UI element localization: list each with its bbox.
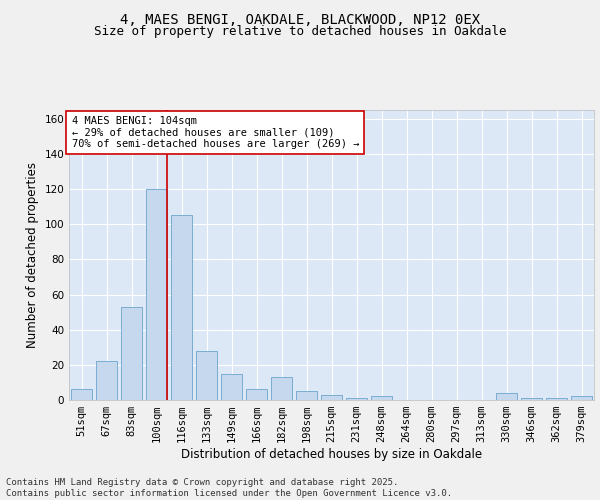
Y-axis label: Number of detached properties: Number of detached properties [26,162,39,348]
Bar [221,374,242,400]
Bar [121,307,142,400]
Bar [346,398,367,400]
Text: 4, MAES BENGI, OAKDALE, BLACKWOOD, NP12 0EX: 4, MAES BENGI, OAKDALE, BLACKWOOD, NP12 … [120,12,480,26]
Bar [171,216,192,400]
Text: Size of property relative to detached houses in Oakdale: Size of property relative to detached ho… [94,25,506,38]
X-axis label: Distribution of detached houses by size in Oakdale: Distribution of detached houses by size … [181,448,482,461]
Bar [571,396,592,400]
Bar [96,362,117,400]
Bar [271,377,292,400]
Bar [371,396,392,400]
Bar [546,398,567,400]
Bar [196,351,217,400]
Bar [521,398,542,400]
Text: Contains HM Land Registry data © Crown copyright and database right 2025.
Contai: Contains HM Land Registry data © Crown c… [6,478,452,498]
Bar [496,393,517,400]
Bar [246,390,267,400]
Bar [296,391,317,400]
Bar [321,394,342,400]
Bar [146,189,167,400]
Text: 4 MAES BENGI: 104sqm
← 29% of detached houses are smaller (109)
70% of semi-deta: 4 MAES BENGI: 104sqm ← 29% of detached h… [71,116,359,149]
Bar [71,390,92,400]
